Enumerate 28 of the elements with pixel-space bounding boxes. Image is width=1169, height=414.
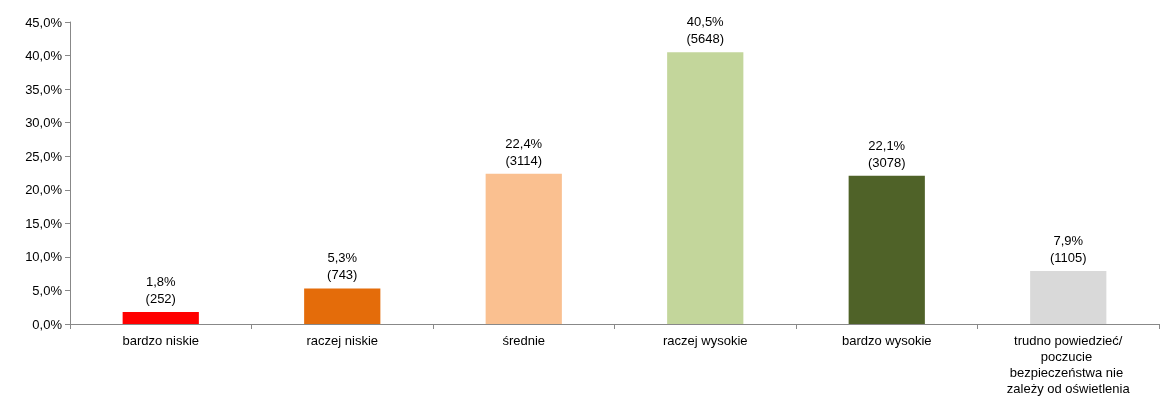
data-label: 1,8% (252) bbox=[145, 273, 176, 306]
y-tick-label: 10,0% bbox=[25, 249, 63, 265]
data-label: 5,3% (743) bbox=[327, 250, 358, 283]
y-tick-label: 20,0% bbox=[25, 182, 63, 198]
data-label: 7,9% (1105) bbox=[1049, 232, 1087, 265]
y-tick-label: 15,0% bbox=[25, 215, 63, 231]
x-tick-label: średnie bbox=[502, 332, 546, 348]
bar bbox=[304, 288, 381, 324]
x-tick-label: raczej wysokie bbox=[662, 332, 748, 348]
x-tick-label: trudno powiedzieć/poczucie bezpieczeństwa nie zależy od oświetlenia bbox=[1006, 332, 1131, 396]
x-tick-label: raczej niskie bbox=[306, 332, 379, 348]
data-label: 40,5% (5648) bbox=[686, 14, 725, 47]
y-tick-label: 25,0% bbox=[25, 148, 63, 164]
x-tick-label: bardzo niskie bbox=[122, 332, 200, 348]
y-tick-label: 45,0% bbox=[25, 14, 63, 30]
y-tick-label: 40,0% bbox=[25, 48, 63, 64]
bar bbox=[667, 52, 744, 324]
bar bbox=[485, 173, 562, 324]
data-label: 22,1% (3078) bbox=[867, 137, 906, 170]
y-tick-label: 30,0% bbox=[25, 115, 63, 131]
data-label: 22,4% (3114) bbox=[505, 135, 543, 168]
y-tick-label: 35,0% bbox=[25, 81, 63, 97]
bar bbox=[122, 311, 199, 324]
x-tick-label: bardzo wysokie bbox=[841, 332, 932, 348]
y-tick-label: 0,0% bbox=[32, 316, 63, 332]
bar bbox=[848, 175, 925, 324]
y-tick-label: 5,0% bbox=[32, 282, 63, 298]
bar bbox=[1030, 270, 1107, 324]
